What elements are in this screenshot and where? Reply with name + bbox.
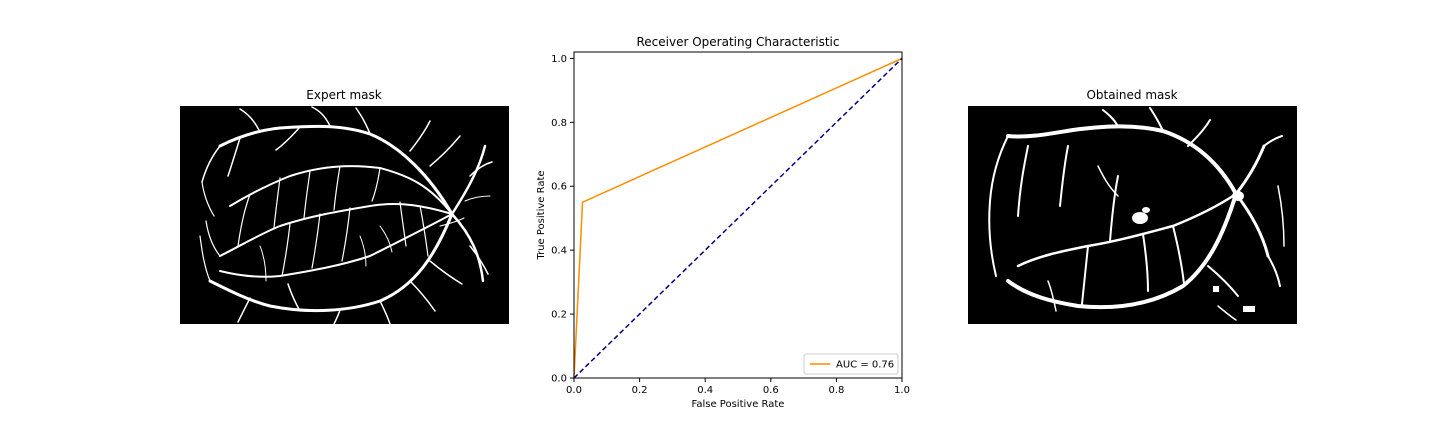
y-tick-label: 0.2: [551, 310, 567, 321]
chance-diagonal-line: [573, 57, 903, 379]
x-tick-label: 0.4: [697, 385, 713, 396]
plot-frame: [573, 51, 903, 379]
expert-vessel-drawing: [199, 106, 493, 324]
roc-curve-line: [573, 57, 903, 379]
obtained-vessel-drawing: [988, 107, 1285, 321]
x-tick-label: 0.6: [763, 385, 779, 396]
expert-mask-title: Expert mask: [306, 88, 382, 102]
legend-box: [803, 353, 899, 375]
x-tick-label: 0.8: [828, 385, 844, 396]
x-tick-label: 0.0: [566, 385, 582, 396]
legend-label: AUC = 0.76: [836, 360, 894, 371]
x-tick-label: 0.2: [632, 385, 648, 396]
y-tick-label: 0.8: [551, 118, 567, 129]
y-tick-label: 0.4: [551, 246, 567, 257]
y-axis-label: True Positive Rate: [536, 170, 547, 260]
chart-title: Receiver Operating Characteristic: [636, 35, 839, 49]
obtained-mask-title: Obtained mask: [1086, 88, 1178, 102]
y-tick-label: 0.6: [551, 182, 567, 193]
x-tick-label: 1.0: [894, 385, 910, 396]
obtained-mask-image: [968, 106, 1297, 324]
y-tick-label: 0.0: [551, 374, 567, 385]
expert-mask-image: [180, 106, 509, 324]
y-tick-label: 1.0: [551, 54, 567, 65]
x-axis-label: False Positive Rate: [692, 399, 785, 410]
